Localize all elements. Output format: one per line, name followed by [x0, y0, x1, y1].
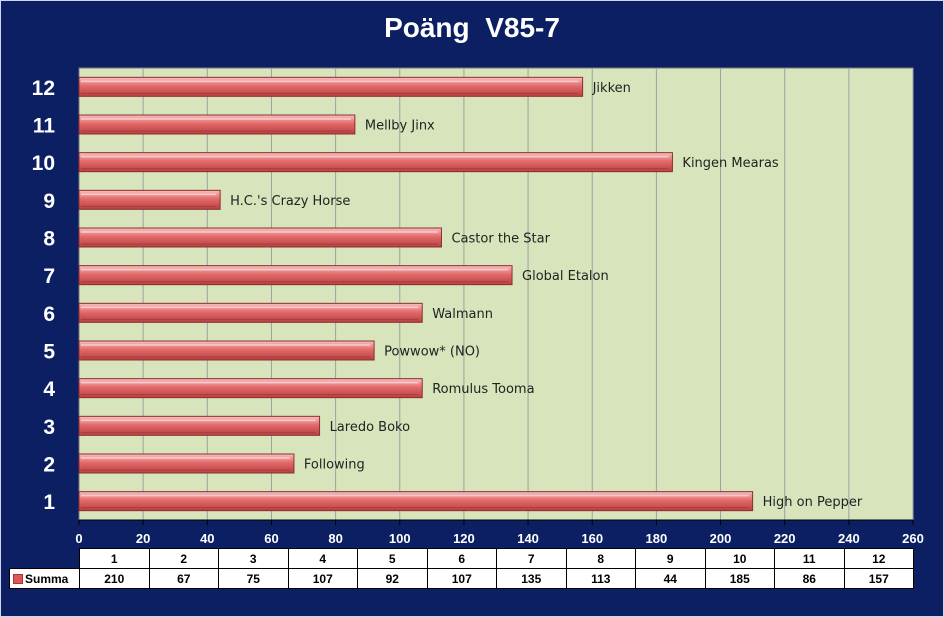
- data-table-value-cell: 135: [496, 568, 567, 589]
- data-table-category-cell: 10: [704, 548, 775, 569]
- data-table-value-cell: 92: [357, 568, 428, 589]
- data-table-category-cell: 12: [843, 548, 914, 569]
- bar-label: Jikken: [592, 81, 631, 96]
- bar-label: High on Pepper: [763, 495, 863, 510]
- data-table-category-cell: 4: [287, 548, 358, 569]
- legend-key-icon: [13, 574, 23, 585]
- data-table-value-cell: 75: [218, 568, 289, 589]
- data-table-category-cell: 7: [496, 548, 567, 569]
- y-tick-label: 7: [43, 265, 55, 288]
- bar-label: Laredo Boko: [330, 420, 411, 435]
- data-table-value-row: Summa 210 67 75 107 92 107 135 113 44 185 86 157: [9, 568, 914, 589]
- bar-label: Kingen Mearas: [682, 156, 778, 171]
- y-tick-label: 3: [43, 416, 55, 439]
- data-table-value-cell: 157: [843, 568, 914, 589]
- data-table-header-row: 1 2 3 4 5 6 7 8 9 10 11 12: [9, 548, 914, 569]
- y-tick-label: 2: [43, 454, 55, 477]
- y-tick-label: 10: [32, 152, 55, 175]
- data-table: 1 2 3 4 5 6 7 8 9 10 11 12 Summa 210 67 75 107 92 107 135…: [9, 548, 914, 589]
- data-table-category-cell: 1: [79, 548, 150, 569]
- data-table-category-cell: 5: [357, 548, 428, 569]
- bar-label: Following: [304, 458, 365, 473]
- x-tick-label: 120: [453, 531, 475, 546]
- x-tick-label: 140: [517, 531, 539, 546]
- y-tick-label: 4: [43, 378, 55, 401]
- bar-label: Romulus Tooma: [432, 382, 534, 397]
- data-table-value-cell: 67: [148, 568, 219, 589]
- bar-label: H.C.'s Crazy Horse: [230, 194, 350, 209]
- x-tick-label: 160: [581, 531, 603, 546]
- bar-label: Mellby Jinx: [365, 119, 435, 134]
- x-tick-label: 40: [200, 531, 214, 546]
- y-tick-label: 11: [33, 115, 56, 138]
- chart-title: Poäng V85-7: [384, 12, 560, 43]
- y-tick-label: 5: [43, 341, 55, 364]
- x-tick-label: 20: [136, 531, 150, 546]
- y-tick-label: 9: [43, 190, 55, 213]
- y-tick-label: 1: [43, 491, 55, 514]
- data-table-category-cell: 3: [218, 548, 289, 569]
- bar-label: Walmann: [432, 307, 493, 322]
- bar-label: Castor the Star: [451, 232, 550, 247]
- series-name: Summa: [25, 571, 69, 586]
- y-tick-label: 12: [32, 77, 55, 100]
- data-table-value-cell: 44: [635, 568, 706, 589]
- data-table-value-cell: 107: [426, 568, 497, 589]
- x-tick-label: 200: [710, 531, 732, 546]
- x-tick-label: 180: [646, 531, 668, 546]
- data-table-category-cell: 11: [774, 548, 845, 569]
- plot-area: [78, 67, 914, 521]
- data-table-value-cell: 210: [79, 568, 150, 589]
- x-tick-label: 100: [389, 531, 411, 546]
- y-tick-label: 8: [43, 228, 55, 251]
- data-table-value-cell: 185: [704, 568, 775, 589]
- data-table-series-cell: Summa: [9, 568, 80, 589]
- x-tick-label: 80: [328, 531, 342, 546]
- data-table-category-cell: 9: [635, 548, 706, 569]
- x-tick-label: 60: [264, 531, 278, 546]
- x-tick-label: 240: [838, 531, 860, 546]
- x-tick-label: 220: [774, 531, 796, 546]
- x-tick-label: 0: [75, 531, 82, 546]
- y-tick-label: 6: [43, 303, 55, 326]
- bar-label: Global Etalon: [522, 269, 609, 284]
- bar-label: Powwow* (NO): [384, 345, 480, 360]
- x-tick-label: 260: [902, 531, 924, 546]
- data-table-value-cell: 113: [565, 568, 636, 589]
- data-table-category-cell: 2: [148, 548, 219, 569]
- data-table-category-cell: 6: [426, 548, 497, 569]
- data-table-category-cell: 8: [565, 548, 636, 569]
- data-table-corner: [9, 548, 80, 569]
- data-table-value-cell: 107: [287, 568, 358, 589]
- data-table-value-cell: 86: [774, 568, 845, 589]
